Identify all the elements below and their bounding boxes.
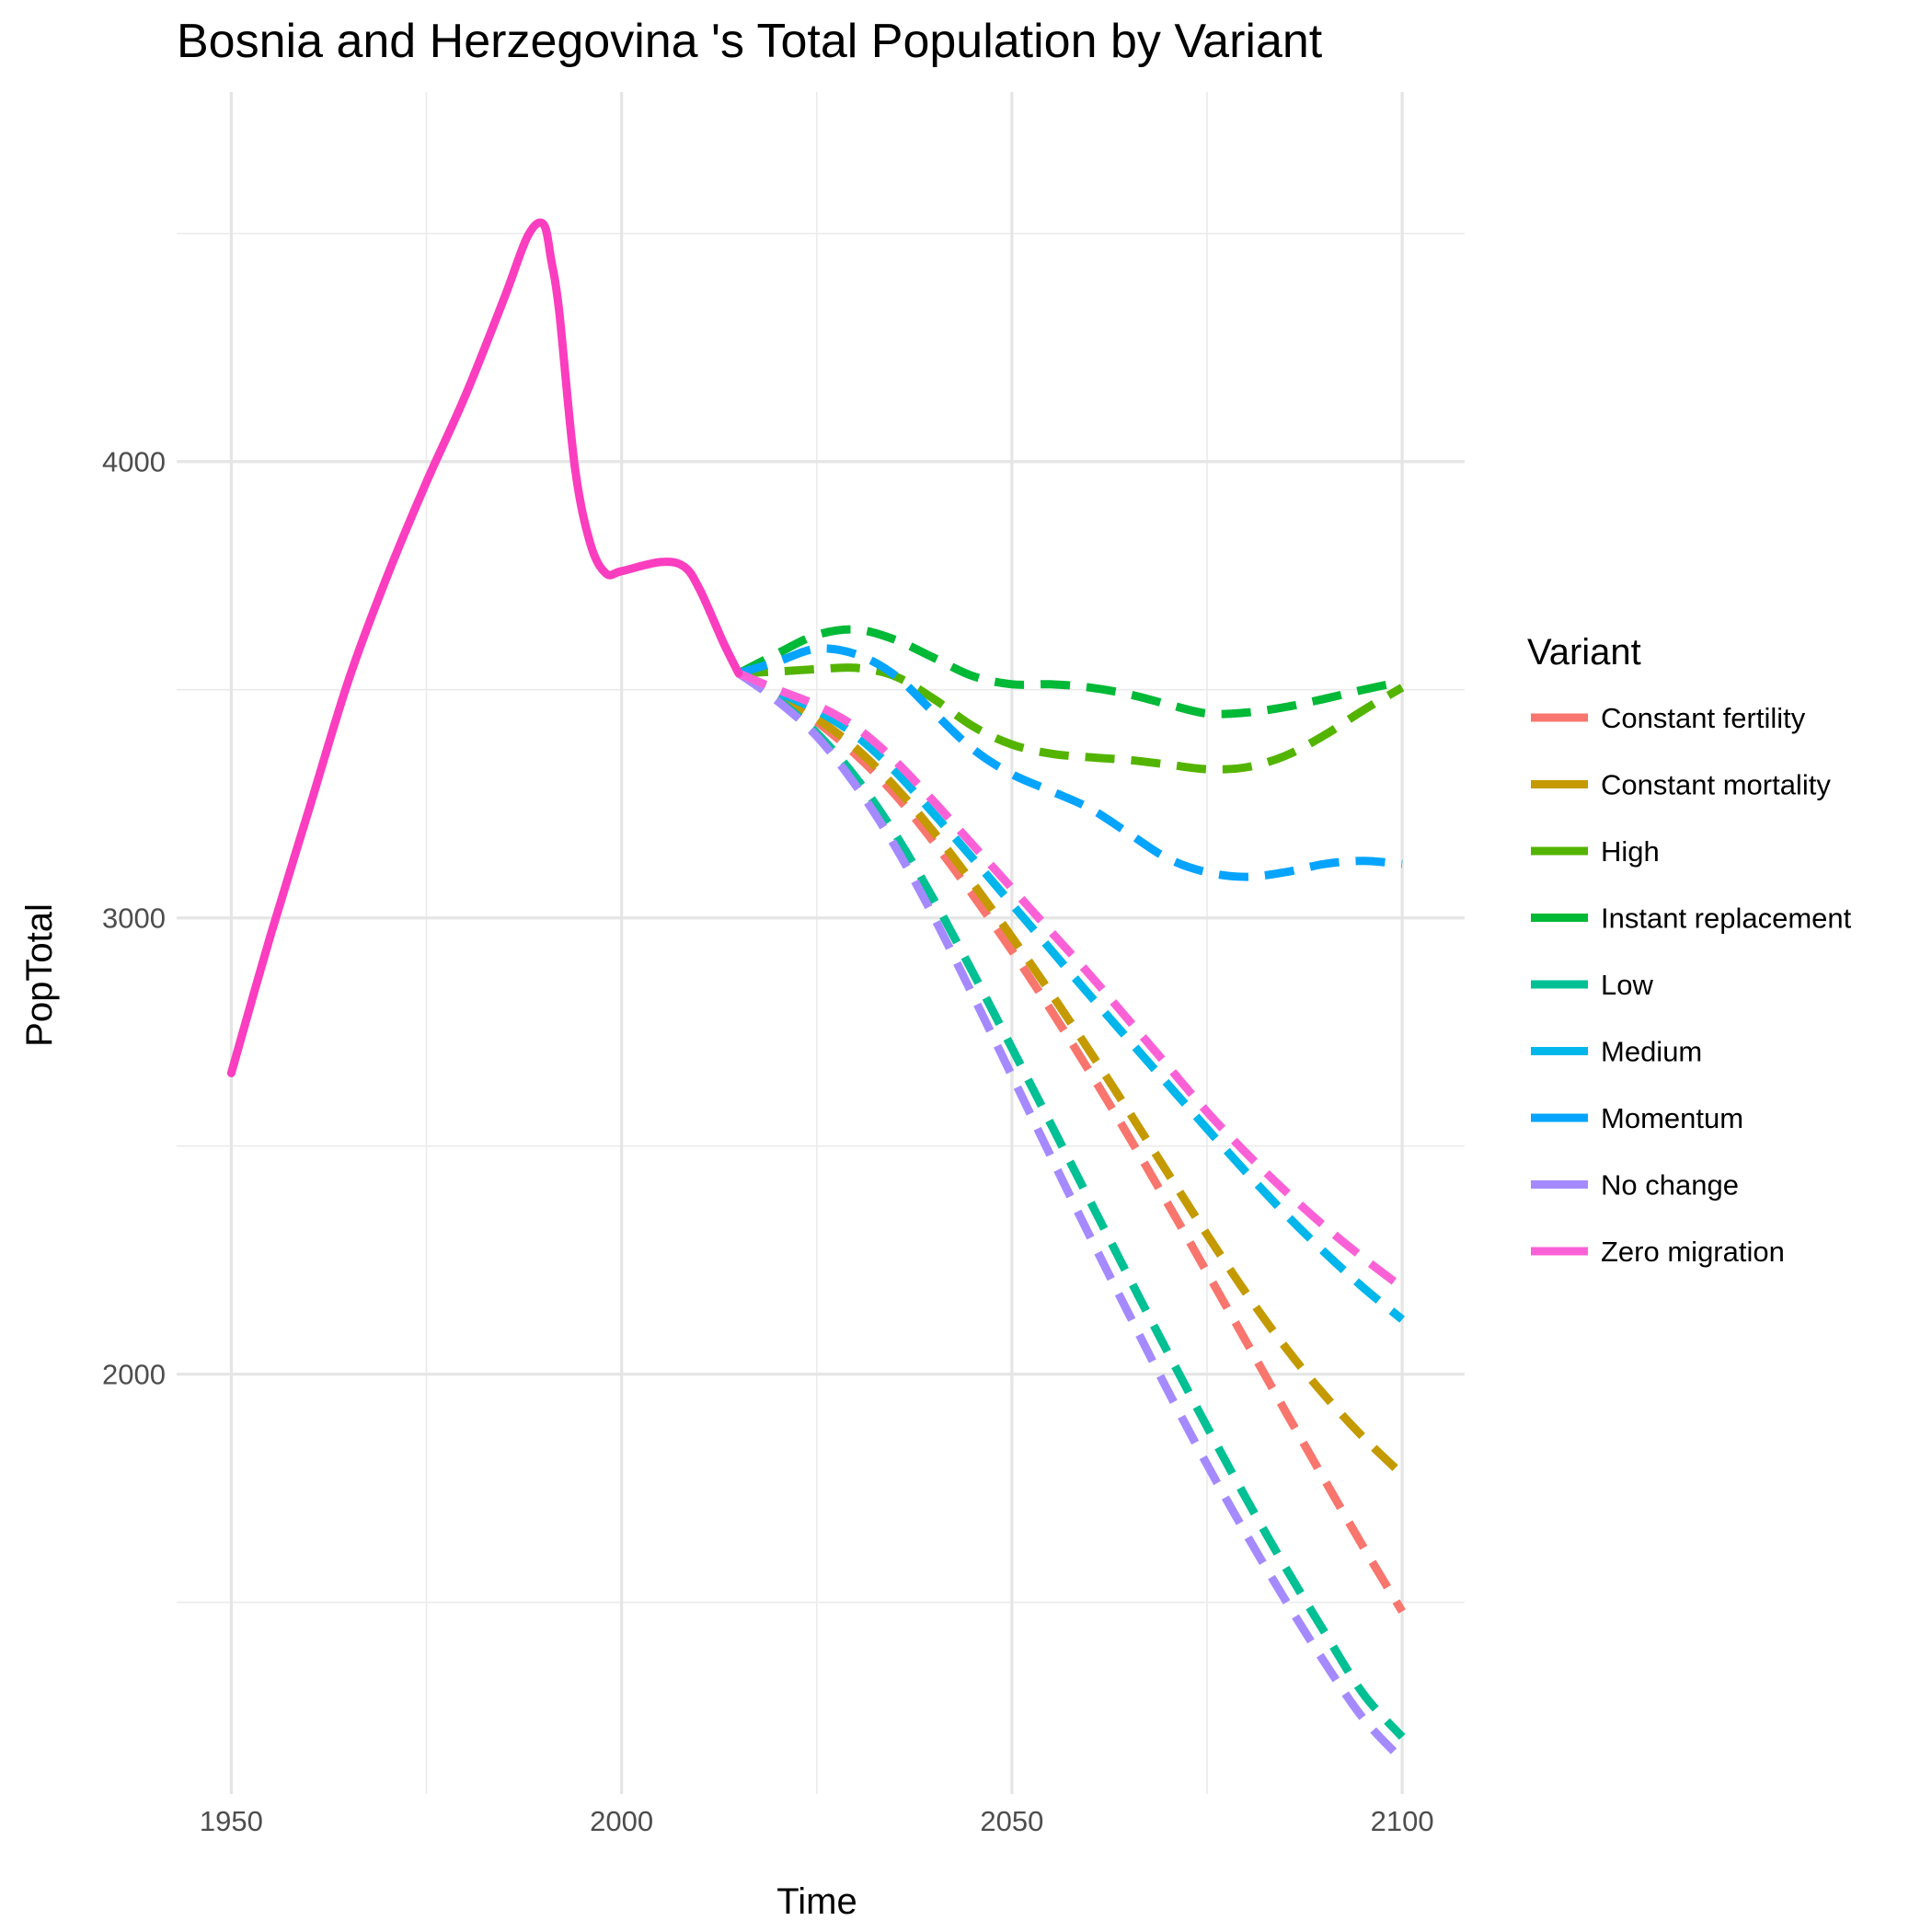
legend-title: Variant (1527, 632, 1641, 673)
legend-label: Constant mortality (1601, 769, 1831, 801)
legend-item-instant-replacement: Instant replacement (1531, 903, 1852, 935)
x-axis-tick-labels: 1950 2000 2050 2100 (200, 1805, 1434, 1837)
legend-items: Constant fertility Constant mortality High… (1531, 702, 1852, 1268)
legend-label: No change (1601, 1169, 1739, 1202)
legend-item-momentum: Momentum (1531, 1102, 1743, 1134)
x-tick-label: 2100 (1371, 1805, 1434, 1837)
legend-label: High (1601, 835, 1660, 868)
series-line-constant-mortality (736, 669, 1406, 1478)
series-line-instant-replacement (736, 625, 1404, 719)
y-axis-title: PopTotal (19, 903, 60, 1047)
legend-item-constant-mortality: Constant mortality (1531, 769, 1831, 801)
series-line-medium (736, 669, 1405, 1323)
legend-item-medium: Medium (1531, 1036, 1702, 1068)
legend-item-constant-fertility: Constant fertility (1531, 702, 1806, 734)
series-lines (226, 218, 1406, 1763)
y-tick-label: 3000 (102, 903, 166, 935)
series-line-zero-migration (737, 669, 1405, 1292)
series-line-momentum (737, 644, 1403, 881)
series-line-estimates (226, 218, 743, 1077)
y-axis-tick-labels: 2000 3000 4000 (102, 446, 166, 1391)
legend-label: Instant replacement (1601, 903, 1852, 935)
x-tick-label: 2050 (980, 1805, 1043, 1837)
series-line-high (738, 663, 1405, 774)
legend-label: Medium (1601, 1036, 1702, 1068)
legend-item-no-change: No change (1531, 1169, 1739, 1202)
x-axis-title: Time (776, 1881, 857, 1922)
y-tick-label: 2000 (102, 1359, 166, 1391)
legend-label: Constant fertility (1601, 702, 1806, 734)
series-line-constant-fertility (736, 669, 1406, 1614)
series-line-no-change (736, 670, 1406, 1763)
legend-label: Zero migration (1601, 1236, 1785, 1268)
legend-label: Momentum (1601, 1102, 1743, 1134)
legend-item-high: High (1531, 835, 1660, 868)
minor-gridlines (177, 92, 1465, 1794)
series-line-low (736, 670, 1406, 1741)
legend-item-zero-migration: Zero migration (1531, 1236, 1785, 1268)
legend-label: Low (1601, 969, 1653, 1001)
y-tick-label: 4000 (102, 446, 166, 478)
legend-item-low: Low (1531, 969, 1653, 1001)
x-tick-label: 2000 (590, 1805, 653, 1837)
legend: Variant Constant fertility Constant morta… (1527, 632, 1852, 1268)
x-tick-label: 1950 (200, 1805, 263, 1837)
chart-title: Bosnia and Herzegovina 's Total Populati… (177, 15, 1323, 68)
